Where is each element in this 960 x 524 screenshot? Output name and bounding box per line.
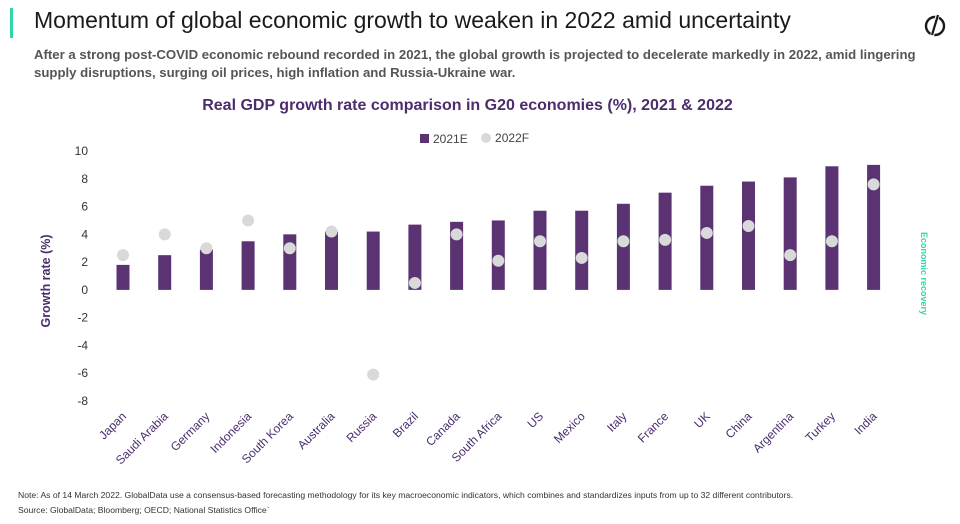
x-tick-label: Turkey	[803, 409, 839, 445]
x-tick-label: Mexico	[551, 409, 588, 446]
dot-2022f	[242, 214, 255, 227]
dot-2022f	[117, 249, 129, 262]
bar-2021e	[325, 231, 338, 290]
y-tick-label: 8	[81, 172, 88, 186]
bar-2021e	[825, 166, 839, 290]
legend-dot-swatch	[481, 133, 492, 143]
x-tick-label: Russia	[343, 409, 379, 445]
dot-2022f	[450, 228, 463, 241]
dot-2022f	[534, 235, 546, 248]
dot-2022f	[492, 254, 505, 267]
y-axis-title: Growth rate (%)	[39, 234, 53, 327]
bar-2021e	[867, 164, 881, 290]
x-tick-label: Italy	[604, 409, 629, 434]
y-tick-label: -6	[77, 366, 88, 380]
y-tick-label: -4	[77, 338, 88, 352]
footnote: Note: As of 14 March 2022. GlobalData us…	[18, 490, 794, 500]
y-tick-label: -2	[77, 311, 88, 325]
legend-bar-swatch	[420, 134, 429, 143]
bar-2021e	[533, 210, 547, 290]
bar-2021e	[116, 264, 130, 290]
globaldata-logo-icon	[924, 13, 946, 37]
y-tick-label: -8	[77, 394, 88, 408]
page-subtitle: After a strong post-COVID economic rebou…	[34, 47, 916, 80]
dot-2022f	[742, 220, 755, 232]
bar-2021e	[199, 249, 213, 290]
y-tick-label: 10	[75, 144, 89, 158]
x-tick-label: Australia	[295, 409, 338, 452]
dot-2022f	[867, 178, 880, 191]
dot-2022f	[200, 242, 213, 255]
dot-2022f	[158, 228, 171, 241]
side-label-economic-recovery: Economic recovery	[919, 232, 929, 316]
bar-2021e	[575, 210, 589, 290]
y-tick-label: 6	[81, 200, 88, 214]
dot-2022f	[325, 225, 338, 238]
legend-item-2021e: 2021E	[420, 132, 468, 146]
source-note: Source: GlobalData; Bloomberg; OECD; Nat…	[18, 505, 270, 515]
bar-2021e	[742, 181, 755, 290]
x-tick-label: US	[524, 409, 546, 431]
page-title: Momentum of global economic growth to we…	[34, 7, 791, 33]
x-tick-label: China	[723, 409, 755, 441]
dot-2022f	[784, 249, 797, 262]
bar-2021e	[366, 231, 380, 290]
bar-2021e	[158, 255, 172, 290]
dot-2022f	[575, 251, 588, 264]
x-tick-label: Brazil	[390, 409, 421, 440]
x-tick-label: Argentina	[750, 409, 796, 455]
dot-2022f	[825, 235, 838, 248]
y-tick-label: 4	[81, 227, 88, 241]
dot-2022f	[408, 276, 421, 289]
x-tick-label: India	[851, 409, 880, 438]
dot-2022f	[700, 226, 713, 239]
y-tick-label: 2	[81, 255, 88, 269]
bar-2021e	[783, 177, 797, 290]
chart-title: Real GDP growth rate comparison in G20 e…	[202, 97, 733, 114]
chart-legend: 2021E 2022F	[420, 131, 539, 146]
x-tick-label: France	[635, 409, 672, 446]
legend-label-2022f: 2022F	[495, 131, 530, 145]
x-tick-label: Japan	[96, 409, 129, 442]
x-tick-label: Germany	[168, 409, 213, 454]
legend-label-2021e: 2021E	[433, 131, 468, 146]
dot-2022f	[283, 242, 296, 255]
dot-2022f	[367, 368, 380, 381]
dot-2022f	[659, 233, 672, 246]
x-tick-label: UK	[691, 409, 713, 431]
title-accent-bar	[10, 8, 13, 38]
y-tick-label: 0	[81, 283, 88, 297]
bar-2021e	[241, 241, 255, 290]
bar-2021e	[408, 224, 422, 290]
dot-2022f	[617, 235, 630, 248]
legend-item-2022f: 2022F	[481, 131, 529, 145]
x-tick-label: Canada	[423, 409, 463, 449]
